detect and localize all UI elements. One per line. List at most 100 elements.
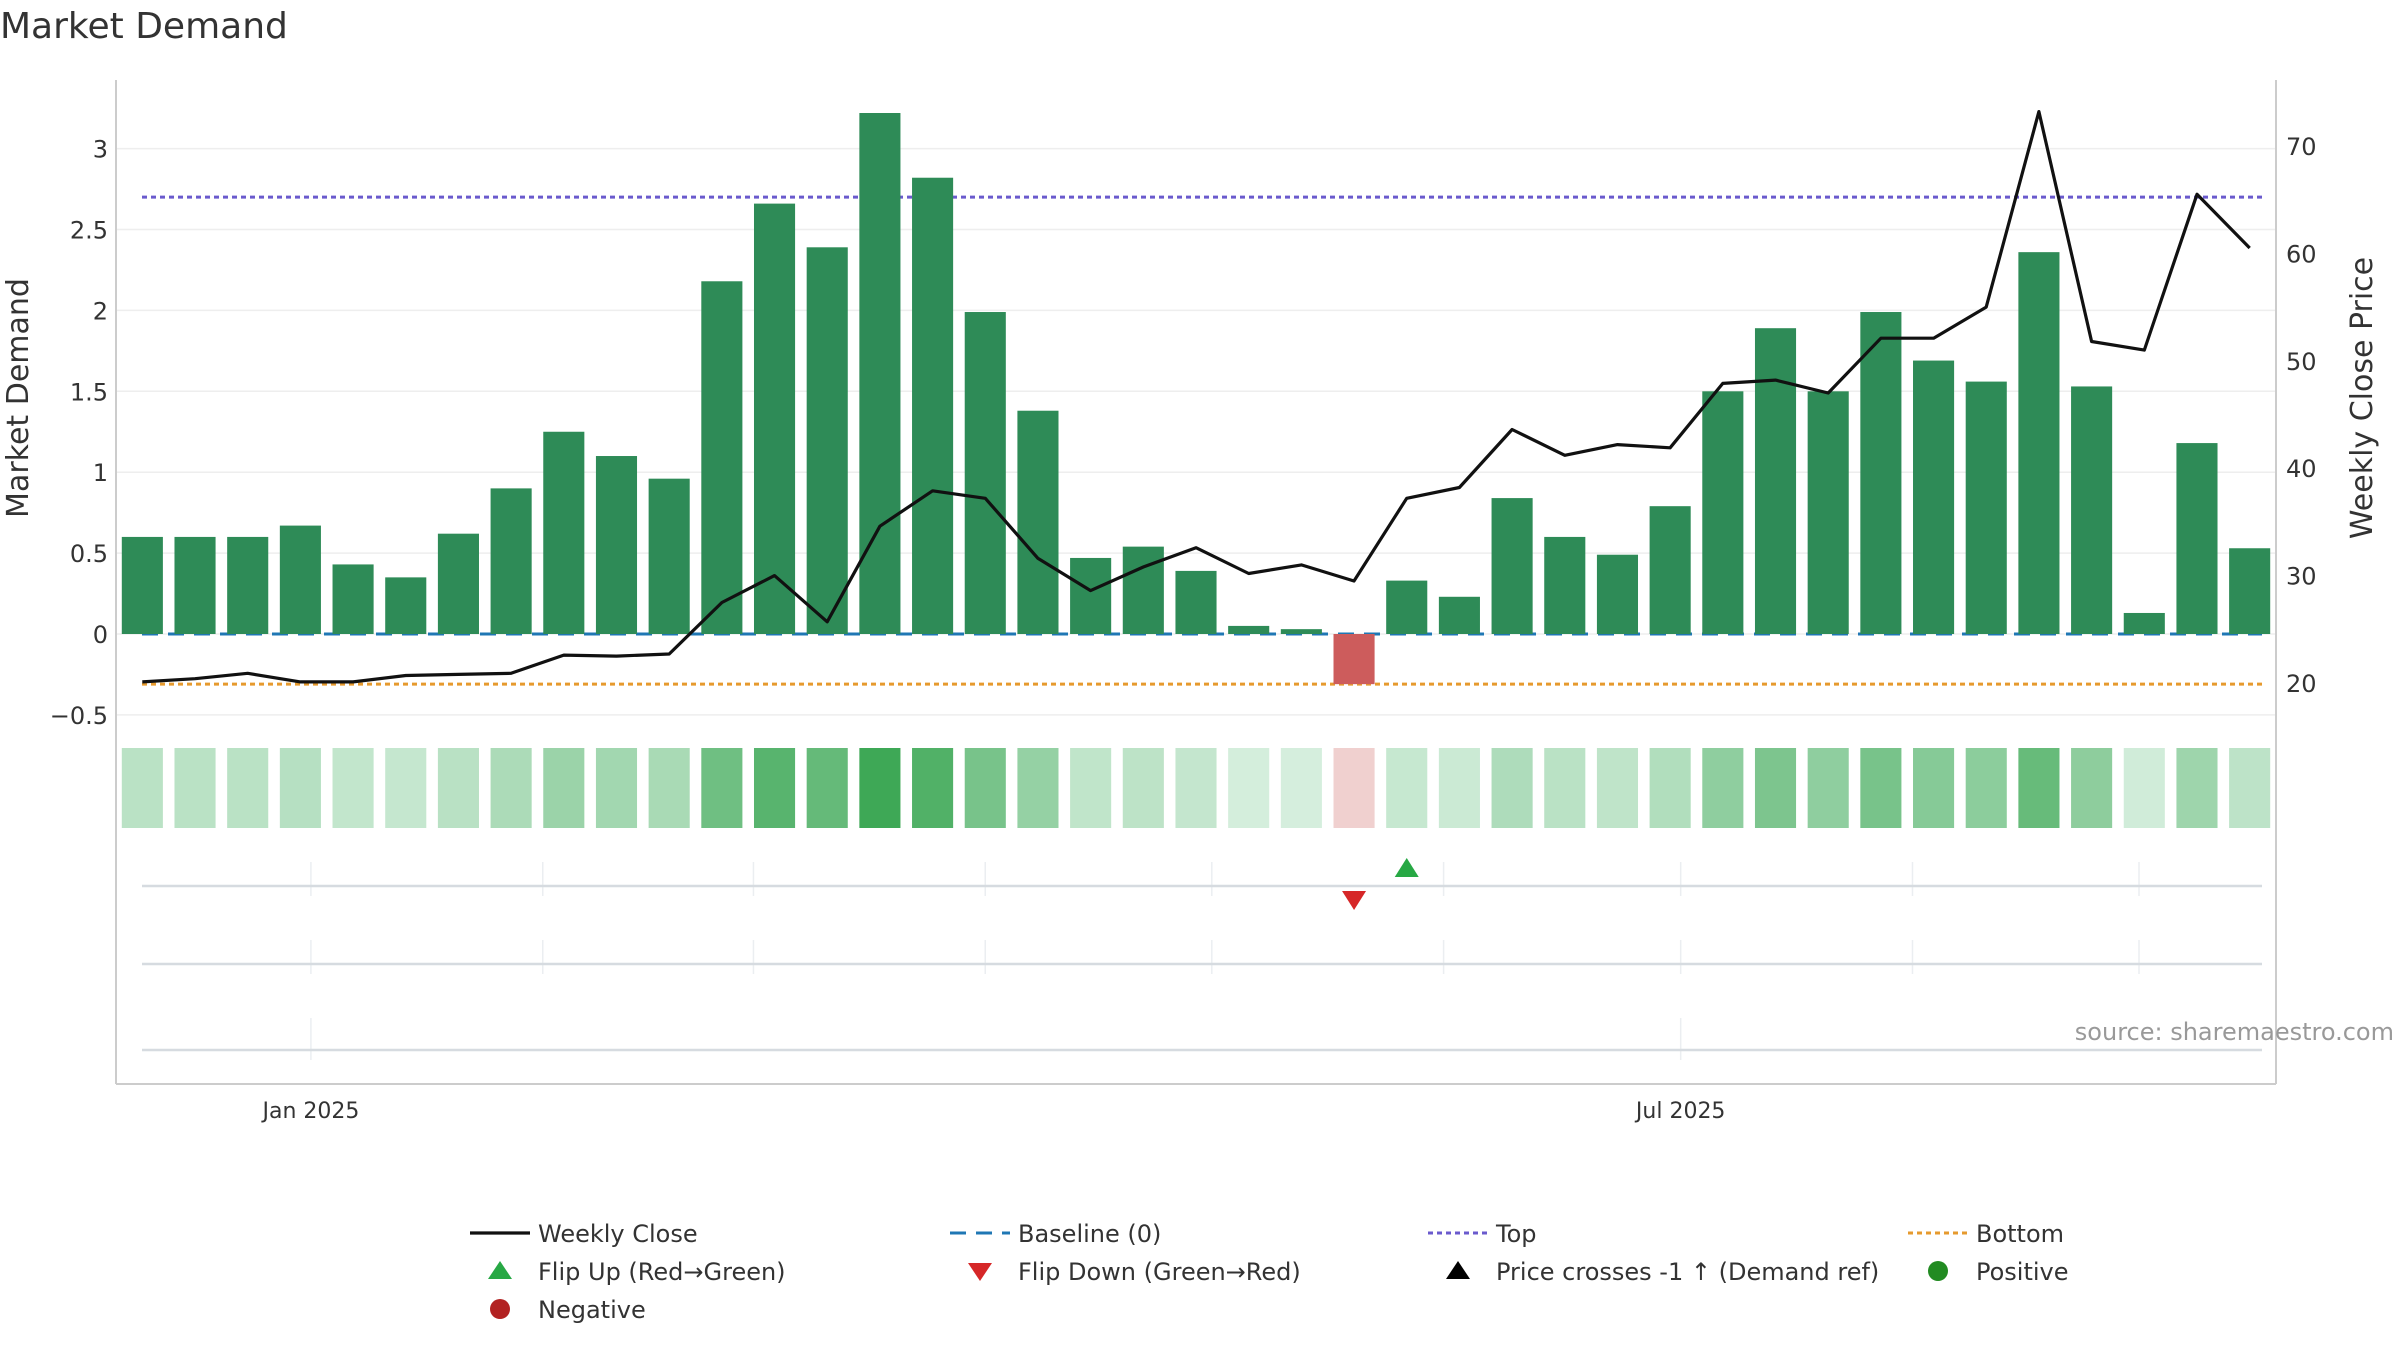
heatmap-cell xyxy=(174,748,216,828)
heatmap-cell xyxy=(1702,748,1744,828)
demand-bar xyxy=(2176,443,2218,634)
legend-label: Weekly Close xyxy=(538,1220,698,1248)
heatmap-cell xyxy=(332,748,374,828)
heatmap-cell xyxy=(1228,748,1270,828)
y-tick-label: 2 xyxy=(93,297,108,325)
heatmap-cell xyxy=(279,748,321,828)
weekly-close-series xyxy=(142,109,2251,684)
demand-bar xyxy=(1913,360,1955,634)
demand-bar xyxy=(1544,536,1586,634)
legend-item-flipup: Flip Up (Red→Green) xyxy=(488,1258,786,1286)
y2-axis-title: Weekly Close Price xyxy=(2345,257,2380,539)
legend-label: Flip Down (Green→Red) xyxy=(1018,1258,1301,1286)
x-tick-label: Jan 2025 xyxy=(260,1099,359,1124)
legend-swatch-negative xyxy=(490,1299,510,1319)
demand-bar xyxy=(2071,386,2113,634)
heatmap-cell xyxy=(1596,748,1639,828)
demand-bar xyxy=(490,488,532,634)
demand-bar xyxy=(1386,580,1428,634)
demand-bar xyxy=(2123,612,2165,634)
legend-swatch-flip-up xyxy=(488,1261,512,1279)
legend-label: Positive xyxy=(1976,1258,2069,1286)
heatmap-cell xyxy=(1122,748,1164,828)
demand-bar xyxy=(227,536,269,634)
legend-label: Flip Up (Red→Green) xyxy=(538,1258,786,1286)
demand-bar xyxy=(174,536,216,634)
demand-bar xyxy=(1438,596,1480,634)
demand-bar xyxy=(1596,554,1639,634)
y-tick-label: 0 xyxy=(93,621,108,649)
legend-swatch-positive xyxy=(1928,1261,1948,1281)
heatmap-cell xyxy=(490,748,532,828)
demand-bar xyxy=(1491,498,1533,634)
demand-bar xyxy=(1965,381,2007,634)
legend-item-top: Top xyxy=(1428,1220,1537,1248)
demand-bar xyxy=(1280,629,1322,634)
demand-bar xyxy=(1333,634,1375,685)
y-axis-title: Market Demand xyxy=(1,278,36,518)
heatmap-cell xyxy=(1860,748,1902,828)
heatmap-cell xyxy=(1017,748,1059,828)
legend-label: Bottom xyxy=(1976,1220,2064,1248)
legend: Weekly Close Baseline (0) Top Bottom Flip Up… xyxy=(470,1220,2069,1324)
demand-bar xyxy=(332,564,374,634)
demand-bar xyxy=(437,533,479,634)
demand-bar xyxy=(912,177,954,634)
y-tick-label: 1 xyxy=(93,459,108,487)
flip-down-marker xyxy=(1342,891,1367,910)
legend-swatch-crosses xyxy=(1446,1261,1470,1279)
demand-bar xyxy=(1649,506,1691,634)
legend-swatch-flip-down xyxy=(968,1263,992,1281)
heatmap-cell xyxy=(1649,748,1691,828)
demand-bar xyxy=(648,478,690,634)
heatmap-cell xyxy=(753,748,796,828)
demand-bar xyxy=(121,536,163,634)
demand-bar xyxy=(595,456,638,634)
demand-bar xyxy=(1228,625,1270,634)
heatmap-cell xyxy=(1544,748,1586,828)
legend-label: Negative xyxy=(538,1296,646,1324)
heatmap-cell xyxy=(385,748,427,828)
y2-tick-label: 40 xyxy=(2286,455,2317,483)
legend-item-negative: Negative xyxy=(490,1296,646,1324)
heatmap-cell xyxy=(1280,748,1322,828)
heatmap-cell xyxy=(964,748,1006,828)
y-tick-label: 1.5 xyxy=(70,378,108,406)
y-tick-label: −0.5 xyxy=(50,702,108,730)
heatmap-cell xyxy=(543,748,585,828)
demand-bar xyxy=(543,431,585,634)
heatmap-cell xyxy=(121,748,163,828)
heatmap-cell xyxy=(1913,748,1955,828)
x-tick-label: Jul 2025 xyxy=(1634,1099,1726,1124)
heatmap-cell xyxy=(1070,748,1112,828)
demand-bar xyxy=(1702,391,1744,634)
y2-tick-label: 30 xyxy=(2286,563,2317,591)
heatmap-cell xyxy=(1754,748,1797,828)
heatmap-cell xyxy=(648,748,690,828)
y2-tick-label: 70 xyxy=(2286,133,2317,161)
heatmap-cell xyxy=(227,748,269,828)
chart-title: Market Demand xyxy=(0,6,288,47)
heatmap-cell xyxy=(1438,748,1480,828)
demand-bar xyxy=(1754,328,1797,634)
y2-tick-label: 50 xyxy=(2286,348,2317,376)
heatmap-cell xyxy=(2018,748,2060,828)
demand-bar xyxy=(701,281,743,634)
demand-bar xyxy=(1070,557,1112,634)
heatmap-cell xyxy=(912,748,954,828)
demand-bar xyxy=(2018,252,2060,635)
heatmap-cell xyxy=(2071,748,2113,828)
heatmap-cell xyxy=(2123,748,2165,828)
y2-tick-label: 20 xyxy=(2286,670,2317,698)
legend-label: Top xyxy=(1495,1220,1537,1248)
legend-label: Baseline (0) xyxy=(1018,1220,1161,1248)
demand-bar xyxy=(964,312,1006,634)
heatmap-cell xyxy=(701,748,743,828)
demand-bar xyxy=(753,203,796,634)
heatmap-cell xyxy=(859,748,901,828)
legend-item-positive: Positive xyxy=(1928,1258,2069,1286)
heatmap-cell xyxy=(437,748,479,828)
demand-bar xyxy=(279,525,321,634)
heatmap-cell xyxy=(1386,748,1428,828)
